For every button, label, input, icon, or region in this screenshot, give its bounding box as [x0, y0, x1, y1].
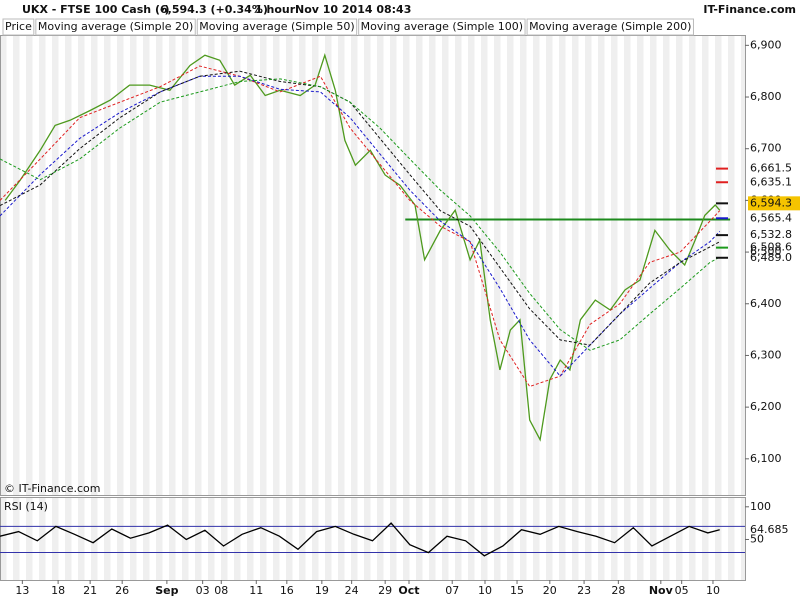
y-tick-label: 6,900 — [750, 38, 782, 51]
x-tick-label: 11 — [249, 584, 263, 597]
y-tick-label: 6,700 — [750, 142, 782, 155]
legend-entry: Moving average (Simple 50) — [199, 20, 354, 33]
header-bar — [0, 0, 800, 18]
y-tick-label: 100 — [750, 500, 771, 513]
price-label: 6,508.6 — [750, 241, 792, 254]
legend-box — [2, 18, 35, 36]
price-label: 6,594.3 — [750, 196, 792, 209]
legend-entry: Moving average (Simple 100) — [361, 20, 523, 33]
x-tick-label: 10 — [706, 584, 720, 597]
x-tick-label: 18 — [51, 584, 65, 597]
x-tick-label: 21 — [83, 584, 97, 597]
last-price: 6,594.3 (+0.34%) — [160, 3, 268, 16]
price-label: 6,489.0 — [750, 251, 792, 264]
copyright: © IT-Finance.com — [4, 482, 101, 495]
x-tick-label: 28 — [611, 584, 625, 597]
y-tick-label: 6,300 — [750, 348, 782, 361]
legend-entry: Moving average (Simple 200) — [529, 20, 691, 33]
x-tick-label: Nov — [649, 584, 674, 597]
x-tick-label: 20 — [543, 584, 557, 597]
x-tick-label: 05 — [675, 584, 689, 597]
rsi-background — [0, 497, 745, 580]
price-label: 6,635.1 — [750, 175, 792, 188]
legend-box — [526, 18, 694, 36]
legend-box — [358, 18, 526, 36]
rsi-last-value: 64.685 — [750, 523, 789, 536]
y-tick-label: 6,100 — [750, 452, 782, 465]
x-tick-label: 29 — [378, 584, 392, 597]
x-tick-label: 24 — [345, 584, 359, 597]
x-tick-label: 15 — [510, 584, 524, 597]
y-tick-label: 6,500 — [750, 245, 782, 258]
moving-average — [0, 75, 721, 377]
x-tick-label: Sep — [155, 584, 178, 597]
series-line — [4, 53, 721, 442]
x-tick-label: 26 — [115, 584, 129, 597]
legend-box — [196, 18, 358, 36]
x-tick-label: Oct — [398, 584, 419, 597]
legend: Price Moving average (Simple 20) Moving av… — [2, 18, 694, 36]
x-tick-label: 08 — [214, 584, 228, 597]
price-label: 6,532.8 — [750, 228, 792, 241]
price-label: 6,661.5 — [750, 162, 792, 175]
price-label: 6,565.4 — [750, 211, 792, 224]
moving-average — [0, 70, 720, 346]
y-tick-label: 6,800 — [750, 90, 782, 103]
price-label-box — [748, 196, 800, 211]
moving-average — [0, 78, 720, 351]
plot-background — [0, 35, 745, 495]
x-tick-label: 07 — [445, 584, 459, 597]
source: IT-Finance.com — [703, 3, 796, 16]
y-tick-label: 6,200 — [750, 400, 782, 413]
timestamp: Nov 10 2014 08:43 — [295, 3, 411, 16]
instrument: UKX - FTSE 100 Cash (-) — [22, 3, 170, 16]
x-tick-label: 16 — [280, 584, 294, 597]
x-tick-label: 10 — [478, 584, 492, 597]
series-line — [0, 522, 720, 557]
x-tick-label: 03 — [196, 584, 210, 597]
y-tick-label: 6,400 — [750, 297, 782, 310]
rsi-title: RSI (14) — [4, 500, 48, 513]
interval: 1 hour — [255, 3, 296, 16]
legend-entry: Price — [5, 20, 32, 33]
y-tick-label: 50 — [750, 532, 764, 545]
moving-average — [0, 65, 721, 388]
x-tick-label: 19 — [315, 584, 329, 597]
legend-entry: Moving average (Simple 20) — [38, 20, 193, 33]
x-tick-label: 13 — [15, 584, 29, 597]
x-tick-label: 23 — [577, 584, 591, 597]
legend-box — [35, 18, 196, 36]
